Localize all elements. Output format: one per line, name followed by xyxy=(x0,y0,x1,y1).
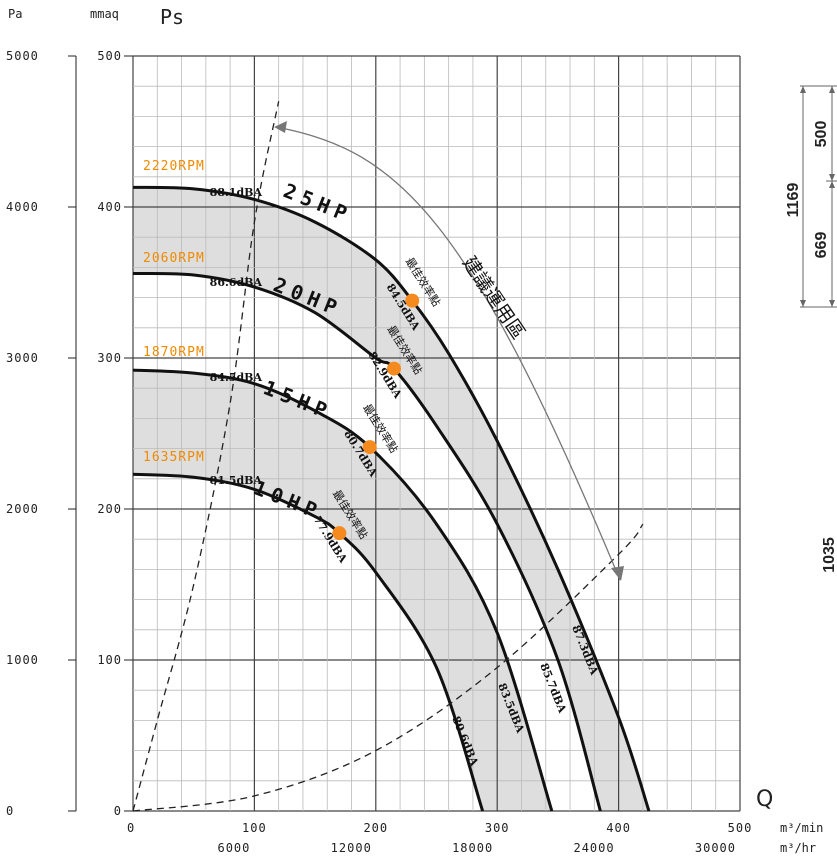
shaded-band-1 xyxy=(133,187,649,811)
mmaq-tick-label: 400 xyxy=(97,200,122,214)
chart-title: Ps xyxy=(160,5,184,29)
x2-tick-label: 24000 xyxy=(573,841,614,855)
x2-tick-label: 6000 xyxy=(217,841,250,855)
noise-label-left: 86.6dBA xyxy=(210,276,263,289)
pa-tick-label: 0 xyxy=(6,804,14,818)
x-axis-label: Q xyxy=(756,787,773,812)
x2-tick-label: 30000 xyxy=(695,841,736,855)
x2-tick-label: 12000 xyxy=(331,841,372,855)
curve-25HP xyxy=(132,185,651,812)
best-point xyxy=(362,440,377,455)
mmaq-tick-label: 100 xyxy=(97,653,122,667)
dim-bottom: 669 xyxy=(813,232,830,259)
shaded-bands xyxy=(133,187,649,811)
pa-tick-label: 4000 xyxy=(6,200,39,214)
y-unit-pa: Pa xyxy=(8,7,22,21)
mmaq-tick-label: 500 xyxy=(97,49,122,63)
rpm-label: 2220RPM xyxy=(143,159,205,174)
shaded-band-2 xyxy=(133,370,552,811)
recommended-zone-label: 建議運用區 xyxy=(458,252,529,343)
side-dimension: 1169 500 669 1035 xyxy=(785,85,837,573)
x-tick-label: 300 xyxy=(485,821,510,835)
dim-partial: 1035 xyxy=(821,537,837,573)
pa-tick-label: 5000 xyxy=(6,49,39,63)
noise-label-left: 84.5dBA xyxy=(210,371,263,384)
rpm-label: 1870RPM xyxy=(143,345,205,360)
mmaq-tick-label: 300 xyxy=(97,351,122,365)
system-curves xyxy=(132,101,644,812)
rpm-label: 1635RPM xyxy=(143,450,205,465)
mmaq-tick-label: 0 xyxy=(114,804,122,818)
pa-tick-label: 2000 xyxy=(6,502,39,516)
noise-label-left: 88.1dBA xyxy=(210,186,263,199)
x-tick-label: 400 xyxy=(606,821,631,835)
pa-tick-label: 3000 xyxy=(6,351,39,365)
x-tick-label: 200 xyxy=(363,821,388,835)
x2-tick-label: 18000 xyxy=(452,841,493,855)
pa-tick-label: 1000 xyxy=(6,653,39,667)
rpm-label: 2060RPM xyxy=(143,251,205,266)
x-tick-label: 500 xyxy=(728,821,753,835)
x-unit-cmh: m³/hr xyxy=(780,841,816,855)
x-tick-label: 0 xyxy=(127,821,135,835)
best-point xyxy=(332,526,347,541)
x-unit-cmm: m³/min xyxy=(780,821,823,835)
system-curve-2 xyxy=(132,523,644,812)
noise-label-left: 81.5dBA xyxy=(210,474,263,487)
dim-top: 500 xyxy=(813,121,830,148)
best-point xyxy=(405,293,420,308)
best-point xyxy=(387,361,402,376)
y-unit-mmaq: mmaq xyxy=(90,7,119,21)
mmaq-tick-label: 200 xyxy=(97,502,122,516)
system-curve-1 xyxy=(132,101,280,812)
dim-total: 1169 xyxy=(785,183,802,218)
x-tick-label: 100 xyxy=(242,821,267,835)
